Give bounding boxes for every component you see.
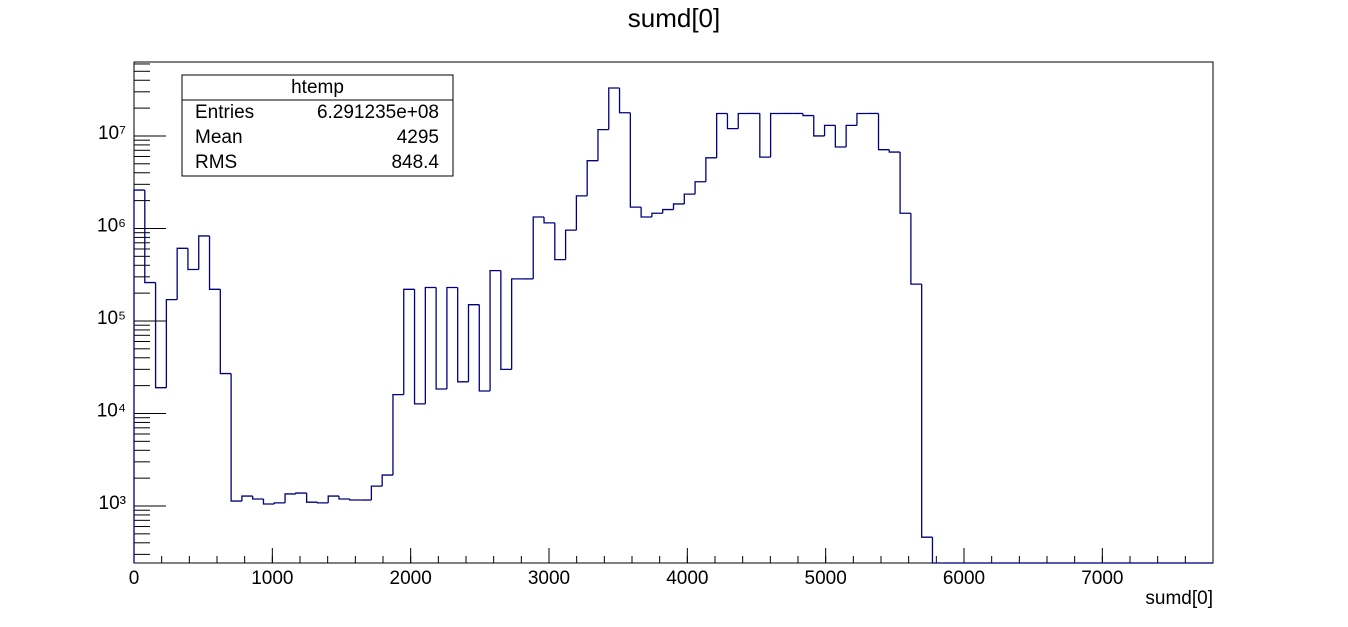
x-tick-label: 5000 [805, 568, 847, 589]
histogram-bin [467, 304, 480, 382]
y-tick-label: 10⁴ [97, 400, 126, 421]
histogram-bin [230, 373, 242, 502]
histogram-bin [823, 124, 836, 136]
histogram-bin [554, 222, 566, 261]
histogram-bin [813, 115, 825, 137]
histogram-bin [338, 496, 350, 500]
histogram-bin [737, 112, 750, 129]
histogram-bin [133, 189, 145, 563]
histogram-bin [769, 112, 782, 158]
histogram-bin [500, 270, 512, 370]
histogram-bin [262, 499, 275, 505]
y-tick-label: 10⁶ [97, 215, 126, 236]
histogram-bin [457, 287, 469, 383]
histogram-bin [716, 112, 728, 158]
x-tick-label: 6000 [943, 568, 985, 589]
histogram-bin [252, 496, 264, 500]
histogram-bin [295, 492, 307, 494]
stats-value: 848.4 [391, 152, 439, 173]
histogram-bin [424, 286, 437, 404]
histogram-bin [478, 304, 491, 392]
histogram-bin [608, 87, 620, 130]
histogram-bin [370, 485, 383, 501]
y-tick-label: 10³ [99, 493, 126, 514]
histogram-bin [759, 113, 771, 158]
histogram-bin [435, 287, 447, 390]
histogram-bin [877, 113, 890, 151]
histogram-bin [618, 87, 631, 114]
histogram-bin [511, 278, 523, 370]
histogram-bin [802, 113, 814, 117]
histogram-bin [305, 493, 318, 503]
histogram-bin [662, 208, 674, 214]
histogram-bin [316, 502, 329, 504]
histogram-bin [705, 157, 717, 182]
stats-value: 4295 [397, 127, 439, 148]
histogram-bin [931, 537, 944, 564]
stats-label: Mean [195, 127, 243, 148]
histogram-bin [413, 289, 426, 405]
x-tick-label: 3000 [528, 568, 570, 589]
histogram-bin [219, 289, 232, 375]
x-tick-label: 7000 [1081, 568, 1123, 589]
histogram-bin [284, 493, 296, 503]
chart-title: sumd[0] [628, 3, 721, 33]
histogram-bin [694, 181, 706, 195]
x-tick-label: 1000 [251, 568, 293, 589]
x-tick-label: 0 [129, 568, 140, 589]
histogram-bin [899, 152, 911, 214]
stats-title: htemp [291, 77, 344, 98]
histogram-bin [489, 269, 501, 391]
histogram-bin [921, 284, 933, 538]
histogram-bin [910, 213, 922, 285]
histogram-bin [392, 393, 404, 476]
stats-label: RMS [195, 152, 237, 173]
histogram-bin [575, 195, 588, 231]
histogram-bin [165, 299, 178, 388]
y-tick-label: 10⁷ [98, 123, 126, 144]
histogram-bin [564, 229, 577, 260]
histogram-bin [144, 190, 156, 284]
histogram-bin [349, 499, 361, 501]
histogram-bin [198, 235, 210, 270]
histogram-bin [403, 288, 415, 395]
histogram-bin [543, 217, 555, 224]
histogram-bin [834, 125, 847, 148]
histogram-bin [187, 248, 199, 271]
stats-box [181, 74, 454, 177]
histogram-bin [586, 160, 598, 196]
histogram-bin [176, 247, 188, 300]
histogram-bin [888, 149, 901, 153]
histogram-bin [154, 282, 167, 389]
x-axis-title: sumd[0] [1145, 588, 1213, 609]
y-tick-label: 10⁵ [97, 308, 126, 329]
histogram-bin [381, 474, 393, 487]
histogram-bin [597, 128, 609, 161]
histogram-bin [683, 193, 696, 204]
histogram-bin [532, 216, 545, 279]
histogram-bin [208, 235, 221, 290]
stats-label: Entries [195, 102, 254, 123]
histogram-bin [640, 207, 652, 218]
histogram-bin [672, 203, 685, 210]
histogram-bin [651, 212, 663, 218]
histogram-bin [273, 502, 286, 505]
histogram-bin [446, 286, 458, 389]
x-tick-label: 4000 [666, 568, 708, 589]
x-tick-label: 2000 [390, 568, 432, 589]
histogram-bin [241, 495, 253, 502]
histogram-bin [726, 113, 739, 130]
histogram-bin [845, 124, 857, 147]
histogram-bin [629, 112, 642, 208]
histogram-bin [327, 495, 340, 503]
histogram-bin [856, 112, 868, 126]
stats-value: 6.291235e+08 [317, 102, 439, 123]
